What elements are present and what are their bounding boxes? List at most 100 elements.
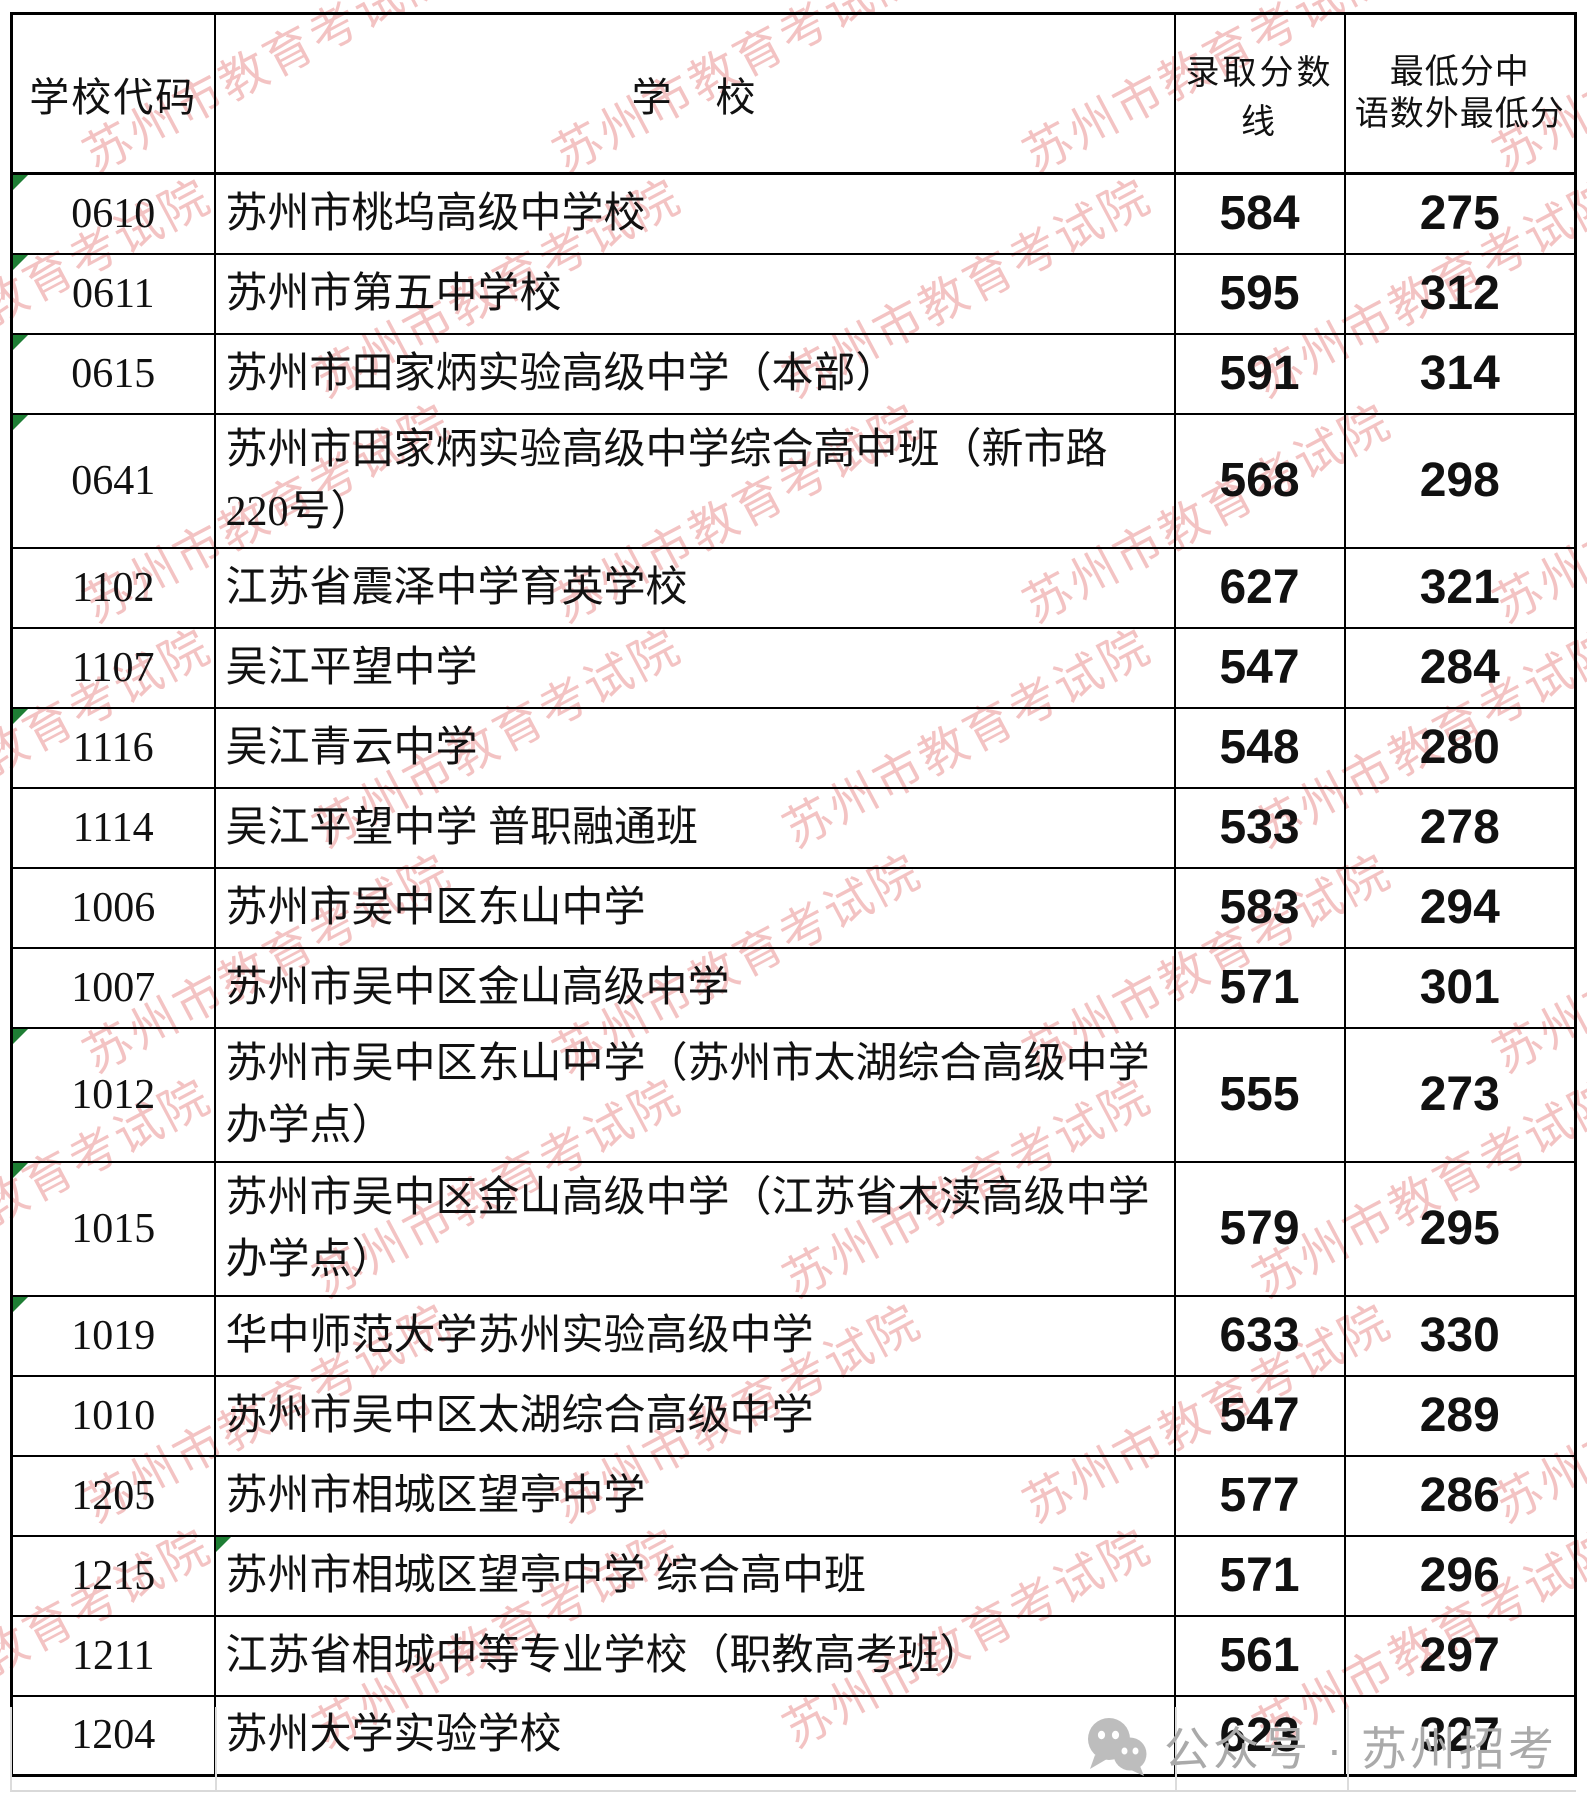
table-row: 1012 苏州市吴中区东山中学（苏州市太湖综合高级中学办学点） 555 273	[10, 1026, 1577, 1163]
empty-grid-row	[10, 1707, 1576, 1792]
min-score-cell: 275	[1343, 172, 1577, 255]
score-line-cell: 561	[1173, 1614, 1346, 1697]
wechat-account-badge: 公众号 · 苏州招考	[1082, 1707, 1557, 1785]
school-name-cell: 吴江青云中学	[213, 706, 1176, 789]
school-code-cell: 1116	[10, 706, 216, 789]
school-code-value: 1204	[71, 1712, 156, 1759]
score-line-cell: 595	[1173, 252, 1346, 335]
green-corner-marker	[13, 414, 28, 430]
min-score-cell: 294	[1343, 866, 1577, 949]
min-score-cell: 295	[1343, 1160, 1577, 1297]
school-name-value: 苏州市吴中区太湖综合高级中学	[225, 1392, 814, 1439]
header-min-score-line1: 最低分中	[1389, 53, 1530, 91]
wechat-account-label: 公众号	[1164, 1723, 1311, 1775]
school-code-cell: 1019	[10, 1294, 216, 1377]
school-name-cell: 苏州市田家炳实验高级中学综合高中班（新市路220号）	[213, 412, 1176, 549]
school-name-value: 苏州市第五中学校	[225, 270, 562, 317]
school-code-cell: 0611	[10, 252, 216, 335]
school-code-value: 1102	[72, 564, 155, 611]
admission-score-table: 学校代码 学 校 录取分数线 最低分中 语数外最低分 0610 苏州市桃坞高级中…	[10, 12, 1577, 1777]
school-code-cell: 1215	[10, 1534, 216, 1617]
table-row: 0611 苏州市第五中学校 595 312	[10, 252, 1577, 335]
school-name-cell: 苏州市吴中区太湖综合高级中学	[213, 1374, 1176, 1457]
green-corner-marker	[13, 334, 28, 350]
school-name-value: 苏州市吴中区东山中学	[225, 884, 646, 931]
green-corner-marker	[13, 254, 28, 270]
green-corner-marker	[215, 1536, 231, 1552]
school-name-cell: 苏州大学实验学校	[213, 1694, 1176, 1777]
table-row: 0610 苏州市桃坞高级中学校 584 275	[10, 172, 1577, 255]
school-code-value: 0641	[71, 457, 156, 504]
school-code-value: 1012	[71, 1071, 156, 1118]
score-line-cell: 627	[1173, 546, 1346, 629]
min-score-cell: 330	[1343, 1294, 1577, 1377]
school-name-value: 吴江平望中学	[225, 644, 478, 691]
school-code-cell: 1205	[10, 1454, 216, 1537]
school-code-value: 1010	[71, 1392, 156, 1439]
school-name-cell: 吴江平望中学	[213, 626, 1176, 709]
school-code-value: 1114	[72, 804, 154, 851]
school-code-cell: 1204	[10, 1694, 216, 1777]
table-row: 1006 苏州市吴中区东山中学 583 294	[10, 866, 1577, 949]
table-row: 1215 苏州市相城区望亭中学 综合高中班 571 296	[10, 1534, 1577, 1617]
score-line-cell: 547	[1173, 1374, 1346, 1457]
table-row: 1102 江苏省震泽中学育英学校 627 321	[10, 546, 1577, 629]
min-score-cell: 297	[1343, 1614, 1577, 1697]
min-score-cell: 298	[1343, 412, 1577, 549]
header-min-score: 最低分中 语数外最低分	[1343, 12, 1577, 175]
wechat-account-text: 公众号 · 苏州招考	[1164, 1713, 1557, 1779]
min-score-cell: 273	[1343, 1026, 1577, 1163]
min-score-cell: 327	[1343, 1694, 1577, 1777]
score-line-cell: 577	[1173, 1454, 1346, 1537]
min-score-cell: 314	[1343, 332, 1577, 415]
school-name-value: 苏州市田家炳实验高级中学综合高中班（新市路220号）	[225, 426, 1108, 535]
school-code-value: 1205	[71, 1472, 156, 1519]
school-code-value: 0611	[72, 270, 155, 317]
green-corner-marker	[13, 708, 28, 724]
school-name-value: 苏州市吴中区东山中学（苏州市太湖综合高级中学办学点）	[225, 1040, 1150, 1149]
min-score-cell: 284	[1343, 626, 1577, 709]
empty-grid-cell	[217, 1707, 1177, 1790]
min-score-cell: 286	[1343, 1454, 1577, 1537]
score-line-cell: 548	[1173, 706, 1346, 789]
score-line-cell: 579	[1173, 1160, 1346, 1297]
separator-dot: ·	[1326, 1723, 1346, 1775]
school-code-value: 0615	[71, 350, 156, 397]
score-line-cell: 533	[1173, 786, 1346, 869]
header-school-code: 学校代码	[10, 12, 216, 175]
school-name-cell: 江苏省震泽中学育英学校	[213, 546, 1176, 629]
school-name-cell: 苏州市桃坞高级中学校	[213, 172, 1176, 255]
header-score-line: 录取分数线	[1173, 12, 1346, 175]
school-code-cell: 1114	[10, 786, 216, 869]
school-name-cell: 江苏省相城中等专业学校（职教高考班）	[213, 1614, 1176, 1697]
wechat-account-name: 苏州招考	[1360, 1723, 1557, 1775]
green-corner-marker	[13, 1028, 28, 1044]
min-score-cell: 312	[1343, 252, 1577, 335]
min-score-cell: 301	[1343, 946, 1577, 1029]
score-line-cell: 584	[1173, 172, 1346, 255]
school-name-cell: 苏州市相城区望亭中学 综合高中班	[213, 1534, 1176, 1617]
score-line-cell: 547	[1173, 626, 1346, 709]
school-code-cell: 0641	[10, 412, 216, 549]
school-code-cell: 0615	[10, 332, 216, 415]
min-score-cell: 296	[1343, 1534, 1577, 1617]
school-name-cell: 苏州市吴中区东山中学	[213, 866, 1176, 949]
school-name-cell: 苏州市吴中区金山高级中学（江苏省木渎高级中学办学点）	[213, 1160, 1176, 1297]
score-line-cell: 571	[1173, 946, 1346, 1029]
school-name-value: 华中师范大学苏州实验高级中学	[225, 1312, 814, 1359]
school-name-value: 苏州市吴中区金山高级中学（江苏省木渎高级中学办学点）	[225, 1174, 1150, 1283]
score-line-cell: 583	[1173, 866, 1346, 949]
school-code-cell: 1211	[10, 1614, 216, 1697]
school-name-cell: 苏州市第五中学校	[213, 252, 1176, 335]
school-code-cell: 1102	[10, 546, 216, 629]
school-name-value: 苏州大学实验学校	[225, 1712, 562, 1759]
min-score-cell: 289	[1343, 1374, 1577, 1457]
school-code-cell: 1010	[10, 1374, 216, 1457]
min-score-cell: 280	[1343, 706, 1577, 789]
score-line-cell: 623	[1173, 1694, 1346, 1777]
school-code-value: 1006	[71, 884, 156, 931]
school-name-cell: 苏州市吴中区金山高级中学	[213, 946, 1176, 1029]
school-name-value: 苏州市相城区望亭中学 综合高中班	[225, 1552, 867, 1599]
table-header-row: 学校代码 学 校 录取分数线 最低分中 语数外最低分	[10, 12, 1577, 175]
